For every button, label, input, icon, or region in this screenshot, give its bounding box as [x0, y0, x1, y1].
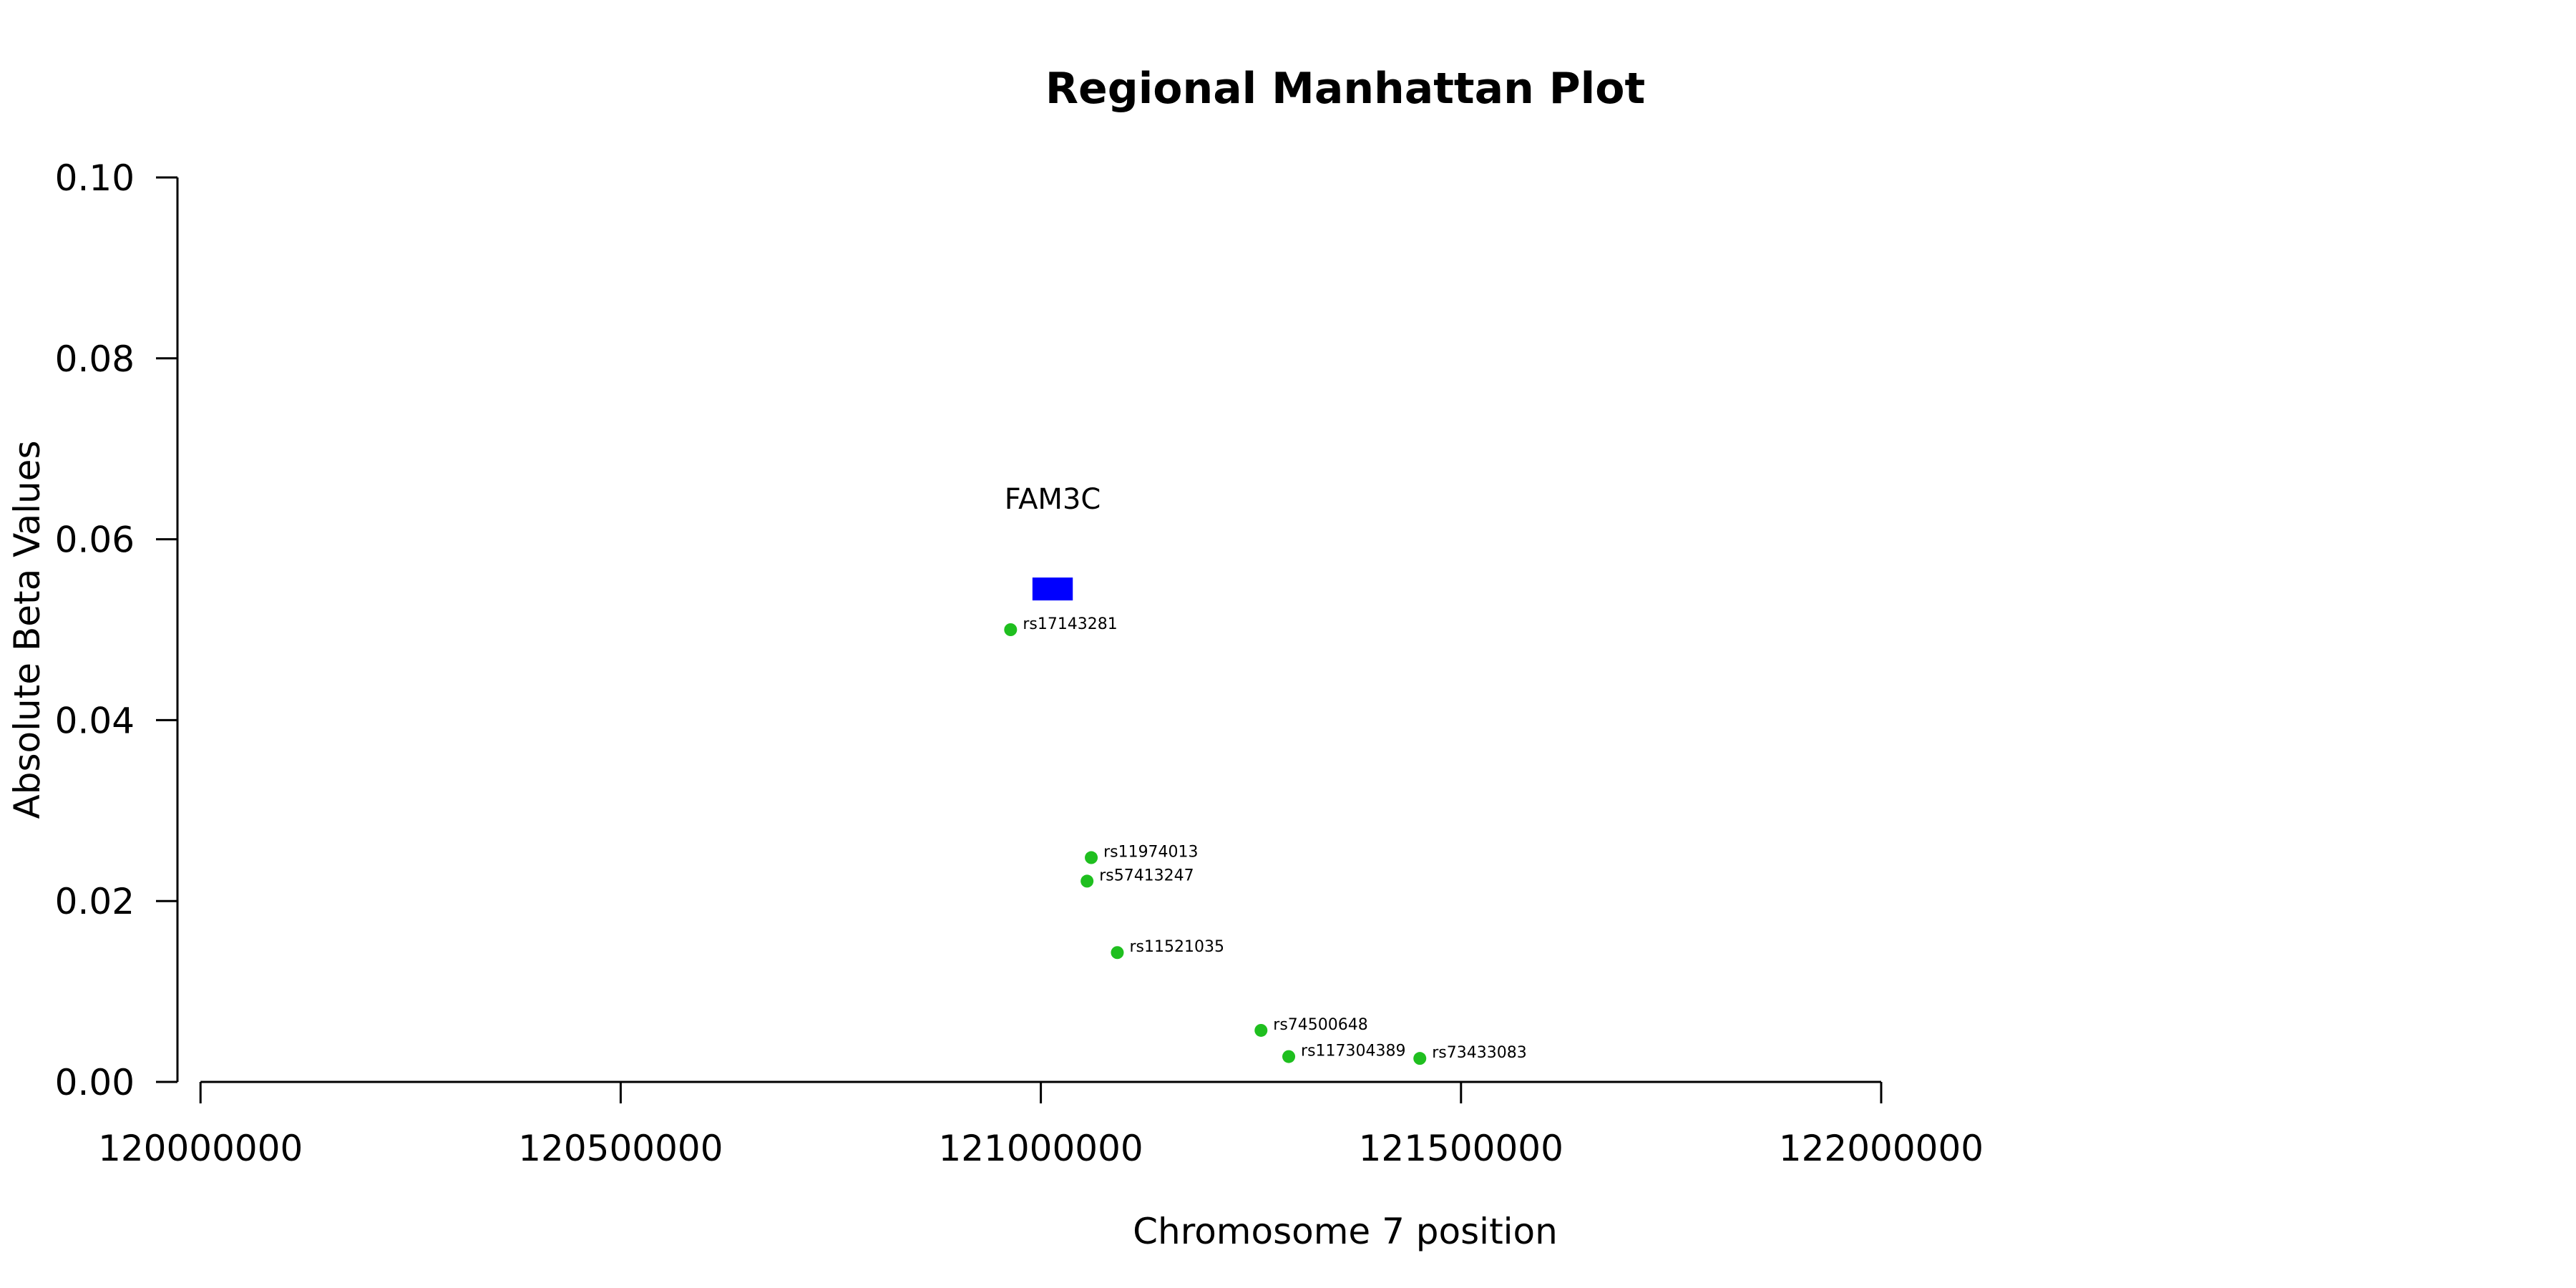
y-tick-label: 0.04: [55, 700, 135, 741]
gene-track: FAM3C: [1005, 483, 1101, 601]
y-tick-label: 0.02: [55, 881, 135, 922]
snp-label: rs17143281: [1023, 615, 1117, 633]
snp-point: [1111, 946, 1124, 960]
snp-label: rs11521035: [1129, 938, 1224, 956]
snp-point: [1413, 1052, 1427, 1065]
gene-box: [1032, 577, 1073, 601]
chart-title: Regional Manhattan Plot: [1045, 64, 1645, 114]
y-tick-label: 0.10: [55, 157, 135, 199]
x-tick-label: 120500000: [518, 1128, 723, 1169]
y-axis-label: Absolute Beta Values: [6, 441, 48, 819]
y-axis: 0.00 0.02 0.04 0.06 0.08 0.10: [55, 157, 179, 1103]
snp-point: [1254, 1023, 1268, 1037]
x-axis-label: Chromosome 7 position: [1133, 1211, 1558, 1252]
snp-point: [1282, 1050, 1296, 1063]
snp-point: [1004, 623, 1018, 636]
snp-point: [1085, 851, 1098, 864]
x-tick-label: 122000000: [1779, 1128, 1984, 1169]
snp-label: rs117304389: [1301, 1043, 1405, 1060]
y-tick-label: 0.08: [55, 338, 135, 380]
snp-points: rs17143281 rs11974013 rs57413247 rs11521035…: [1004, 615, 1527, 1065]
y-tick-label: 0.06: [55, 519, 135, 561]
x-tick-label: 121500000: [1359, 1128, 1563, 1169]
x-axis: 120000000 120500000 121000000 121500000 1220…: [98, 1080, 1984, 1169]
snp-label: rs11974013: [1103, 844, 1198, 862]
snp-label: rs74500648: [1273, 1016, 1367, 1034]
snp-label: rs57413247: [1099, 867, 1194, 884]
x-tick-label: 120000000: [98, 1128, 303, 1169]
y-tick-label: 0.00: [55, 1062, 135, 1103]
snp-label: rs73433083: [1432, 1044, 1526, 1062]
x-tick-label: 121000000: [938, 1128, 1143, 1169]
gene-label: FAM3C: [1005, 483, 1101, 516]
snp-point: [1080, 874, 1094, 888]
